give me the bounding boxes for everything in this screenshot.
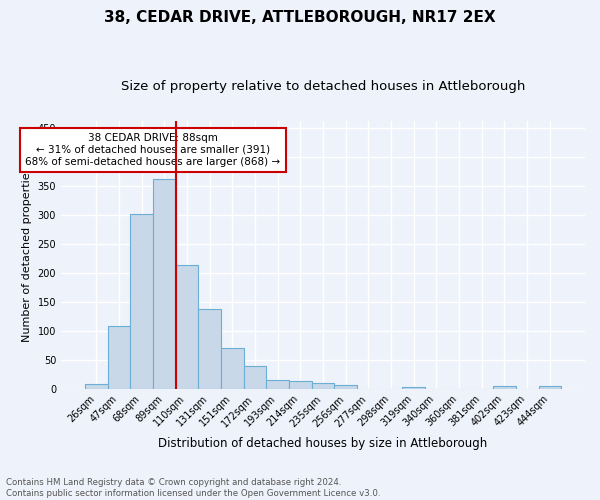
Title: Size of property relative to detached houses in Attleborough: Size of property relative to detached ho… — [121, 80, 525, 93]
Bar — [244, 366, 266, 389]
Bar — [85, 384, 107, 389]
Text: Contains HM Land Registry data © Crown copyright and database right 2024.
Contai: Contains HM Land Registry data © Crown c… — [6, 478, 380, 498]
Bar — [493, 386, 516, 389]
Bar — [289, 382, 311, 389]
Bar — [403, 387, 425, 389]
X-axis label: Distribution of detached houses by size in Attleborough: Distribution of detached houses by size … — [158, 437, 488, 450]
Bar — [107, 326, 130, 389]
Bar — [153, 178, 176, 389]
Bar — [221, 348, 244, 389]
Bar — [176, 265, 198, 389]
Bar — [130, 214, 153, 389]
Text: 38, CEDAR DRIVE, ATTLEBOROUGH, NR17 2EX: 38, CEDAR DRIVE, ATTLEBOROUGH, NR17 2EX — [104, 10, 496, 25]
Bar — [311, 383, 334, 389]
Bar — [266, 380, 289, 389]
Y-axis label: Number of detached properties: Number of detached properties — [22, 167, 32, 342]
Bar — [334, 384, 357, 389]
Bar — [198, 310, 221, 389]
Bar — [539, 386, 561, 389]
Text: 38 CEDAR DRIVE: 88sqm
← 31% of detached houses are smaller (391)
68% of semi-det: 38 CEDAR DRIVE: 88sqm ← 31% of detached … — [25, 134, 280, 166]
